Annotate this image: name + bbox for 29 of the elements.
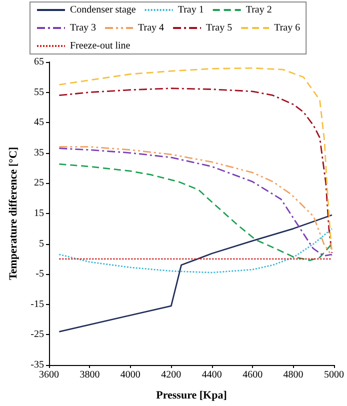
x-tick-label: 4600 [242,370,263,380]
x-tick-label: 4800 [283,370,304,380]
x-axis-title: Pressure [Kpa] [156,390,227,402]
x-tick-label: 4000 [120,370,140,380]
legend-label: Condenser stage [70,4,136,16]
y-tick-label: -15 [30,298,44,310]
x-tick-label: 4400 [202,370,222,380]
y-tick-label: 55 [34,86,44,98]
y-tick-label: 65 [34,56,44,68]
x-tick-label: 3800 [80,370,100,380]
y-tick-label: 5 [39,238,44,250]
legend-label: Tray 2 [246,4,272,16]
legend-label: Tray 4 [138,22,164,34]
y-tick-label: 35 [34,147,44,158]
x-tick-label: 3600 [39,370,59,380]
legend-label: Tray 5 [206,22,232,34]
y-axis-title: Temperature difference [°C] [8,146,20,280]
y-tick-label: 15 [34,208,44,219]
y-tick-label: -35 [30,360,44,370]
legend-label: Tray 1 [178,4,204,16]
x-tick-label: 5000 [324,370,344,380]
y-tick-label: -25 [30,329,44,340]
y-tick-label: 45 [34,117,44,128]
legend-label: Tray 3 [70,22,96,34]
x-tick-label: 4200 [161,370,182,380]
legend-label: Freeze-out line [70,40,131,52]
y-tick-label: -5 [36,268,44,280]
y-tick-label: 25 [34,178,44,189]
legend-label: Tray 6 [274,22,300,34]
